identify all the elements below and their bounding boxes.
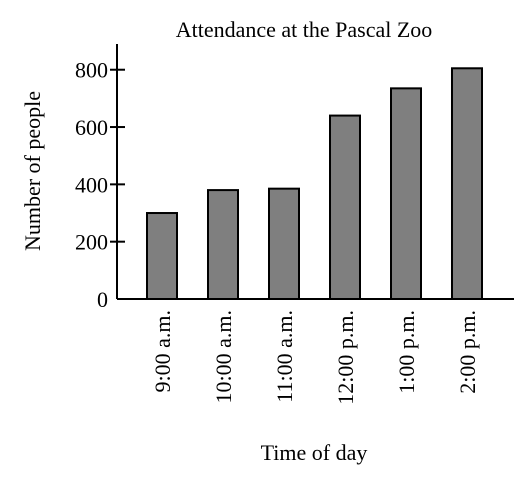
- bar-5: [390, 87, 422, 300]
- y-ticks-group: 0 200 400 600 800: [75, 58, 125, 312]
- y-tick-label-0: 0: [97, 287, 108, 312]
- y-axis-label: Number of people: [20, 91, 45, 251]
- x-axis-label: Time of day: [261, 440, 368, 465]
- bar-2: [207, 189, 239, 300]
- bar-1: [146, 212, 178, 301]
- x-tick-label-1: 9:00 a.m.: [150, 310, 175, 393]
- chart-title: Attendance at the Pascal Zoo: [176, 17, 433, 42]
- x-tick-label-4: 12:00 p.m.: [333, 310, 358, 405]
- x-tick-label-5: 1:00 p.m.: [394, 310, 419, 394]
- x-tick-label-2: 10:00 a.m.: [211, 310, 236, 404]
- x-tick-label-6: 2:00 p.m.: [455, 310, 480, 394]
- bars-group: [146, 67, 483, 301]
- y-tick-label-800: 800: [75, 58, 108, 83]
- y-tick-label-200: 200: [75, 230, 108, 255]
- bar-4: [329, 114, 361, 300]
- y-tick-label-600: 600: [75, 115, 108, 140]
- bar-3: [268, 187, 300, 300]
- x-tick-label-3: 11:00 a.m.: [272, 310, 297, 403]
- bar-6: [451, 67, 483, 300]
- x-tick-labels-group: 9:00 a.m. 10:00 a.m. 11:00 a.m. 12:00 p.m. 1…: [150, 310, 480, 405]
- y-tick-label-400: 400: [75, 172, 108, 197]
